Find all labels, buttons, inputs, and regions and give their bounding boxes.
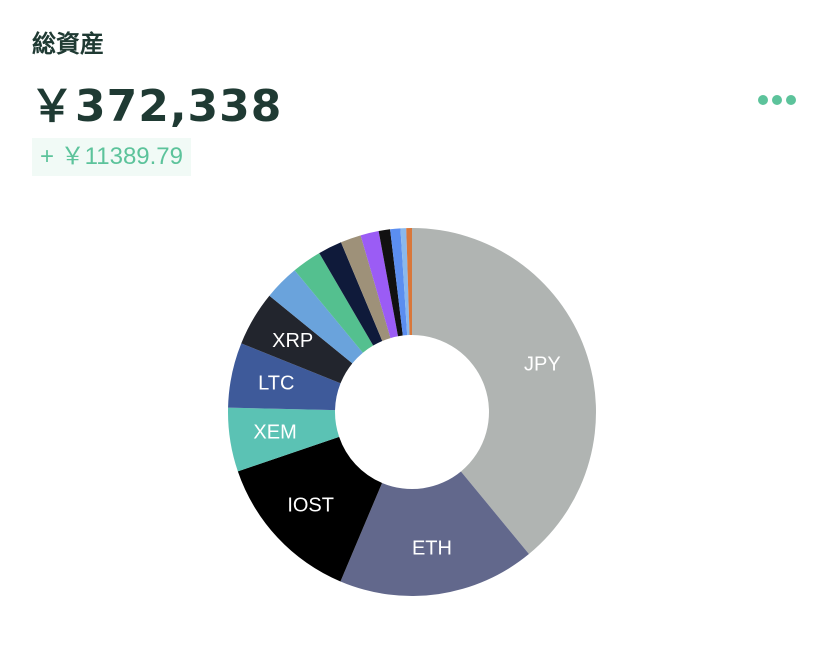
slice: [412, 228, 597, 555]
slice-label: ETH: [412, 537, 452, 559]
donut-chart: JPY ETH IOST XEM LTC XRP: [228, 228, 597, 596]
slice: [390, 228, 408, 336]
slice: [228, 407, 340, 472]
slice: [241, 295, 353, 384]
slice: [319, 242, 383, 346]
slice: [360, 231, 399, 339]
slice: [400, 228, 410, 336]
slice-label: JPY: [524, 354, 561, 376]
slice: [228, 343, 341, 411]
title: 総資産: [32, 30, 104, 58]
slice: [406, 228, 412, 336]
slice: [378, 229, 403, 337]
slice-label: IOST: [287, 495, 334, 517]
slice-label: LTC: [258, 372, 294, 394]
slice: [237, 436, 383, 582]
slice: [340, 235, 391, 341]
total-assets: ￥372,338: [30, 81, 283, 132]
slice-label: XRP: [272, 330, 313, 352]
slice: [269, 270, 363, 364]
more-button[interactable]: [756, 90, 800, 110]
slice: [340, 471, 529, 596]
change: + ￥11389.79: [32, 138, 192, 176]
slice: [294, 253, 374, 353]
slice-label: XEM: [253, 421, 296, 443]
